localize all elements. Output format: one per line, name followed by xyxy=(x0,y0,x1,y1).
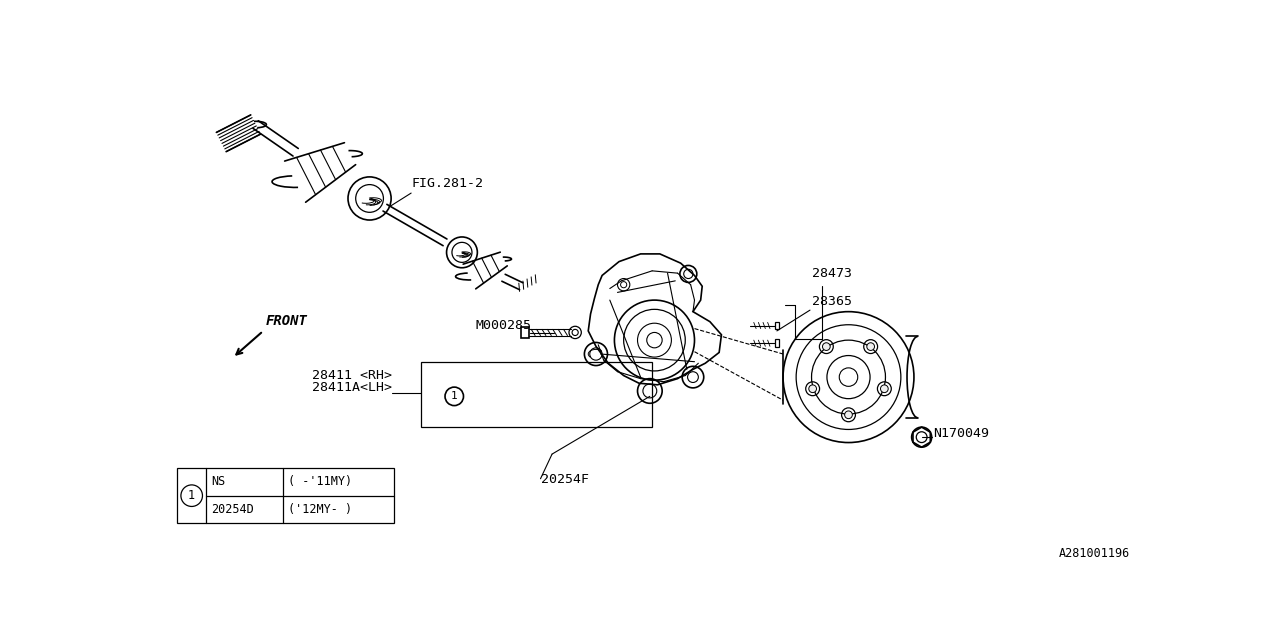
Text: M000285: M000285 xyxy=(475,319,531,332)
Bar xyxy=(177,468,394,524)
Text: 20254F: 20254F xyxy=(540,474,589,486)
Text: 28411 <RH>: 28411 <RH> xyxy=(312,369,392,383)
Circle shape xyxy=(881,385,888,392)
Text: 20254D: 20254D xyxy=(211,503,253,516)
Text: N170049: N170049 xyxy=(933,427,989,440)
Circle shape xyxy=(809,385,817,392)
Text: 28411A<LH>: 28411A<LH> xyxy=(312,381,392,394)
Text: ('12MY- ): ('12MY- ) xyxy=(288,503,352,516)
Bar xyxy=(421,362,652,427)
Text: FRONT: FRONT xyxy=(266,314,307,328)
Circle shape xyxy=(180,485,202,506)
Text: A281001196: A281001196 xyxy=(1059,547,1129,561)
Text: ( -'11MY): ( -'11MY) xyxy=(288,476,352,488)
Text: NS: NS xyxy=(211,476,225,488)
Circle shape xyxy=(845,411,852,419)
Text: 1: 1 xyxy=(188,489,196,502)
Circle shape xyxy=(823,343,831,351)
Text: 28473: 28473 xyxy=(812,267,851,280)
Text: FIG.281-2: FIG.281-2 xyxy=(411,177,483,190)
Text: 1: 1 xyxy=(451,391,458,401)
Circle shape xyxy=(867,343,874,351)
Circle shape xyxy=(445,387,463,406)
Text: 28365: 28365 xyxy=(812,294,851,308)
